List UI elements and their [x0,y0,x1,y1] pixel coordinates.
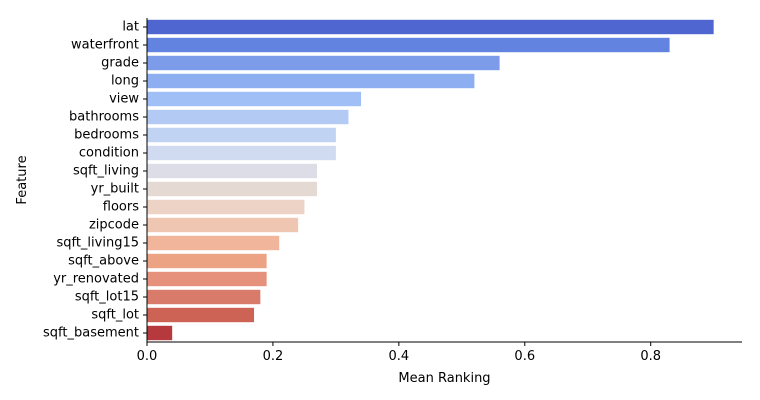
bar-lat [147,19,714,35]
y-tick-label: sqft_above [68,254,139,269]
y-tick-label: floors [103,200,139,215]
y-tick-label: condition [79,146,139,161]
bar-sqft-lot15 [147,289,261,305]
y-tick-label: yr_renovated [53,272,139,287]
bar-long [147,73,475,89]
bar-waterfront [147,37,670,53]
x-tick-label: 0.0 [137,349,158,364]
bar-yr-built [147,181,317,197]
bar-condition [147,145,336,161]
bars-group [147,19,714,341]
x-tick-label: 0.2 [263,349,284,364]
y-tick-label: yr_built [91,182,139,197]
x-axis-title: Mean Ranking [398,371,490,386]
bar-yr-renovated [147,271,267,287]
y-tick-label: waterfront [71,38,139,53]
y-tick-label: view [109,92,139,107]
bar-sqft-above [147,253,267,269]
y-tick-label: sqft_lot15 [75,290,139,305]
y-tick-label: sqft_lot [91,308,139,323]
bar-bedrooms [147,127,336,143]
y-tick-label: grade [101,56,139,71]
bar-zipcode [147,217,299,233]
x-ticks-group: 0.0 0.2 0.4 0.6 0.8 [137,342,661,364]
y-tick-label: lat [122,20,139,35]
bar-sqft-living15 [147,235,280,251]
y-axis-title: Feature [15,155,30,204]
x-tick-label: 0.8 [640,349,661,364]
x-tick-label: 0.6 [514,349,535,364]
y-tick-label: sqft_living [73,164,139,179]
y-tick-label: zipcode [89,218,139,233]
bar-grade [147,55,500,71]
y-tick-label: bathrooms [69,110,139,125]
y-tick-label: sqft_basement [43,326,139,341]
y-ticks-group: lat waterfront grade long view bathrooms bedro… [43,20,147,341]
y-tick-label: sqft_living15 [56,236,139,251]
bar-sqft-living [147,163,317,179]
bar-floors [147,199,305,215]
bar-bathrooms [147,109,349,125]
bar-sqft-lot [147,307,255,323]
y-tick-label: long [111,74,139,89]
bar-sqft-basement [147,325,173,341]
bar-view [147,91,362,107]
y-tick-label: bedrooms [74,128,139,143]
x-tick-label: 0.4 [389,349,410,364]
